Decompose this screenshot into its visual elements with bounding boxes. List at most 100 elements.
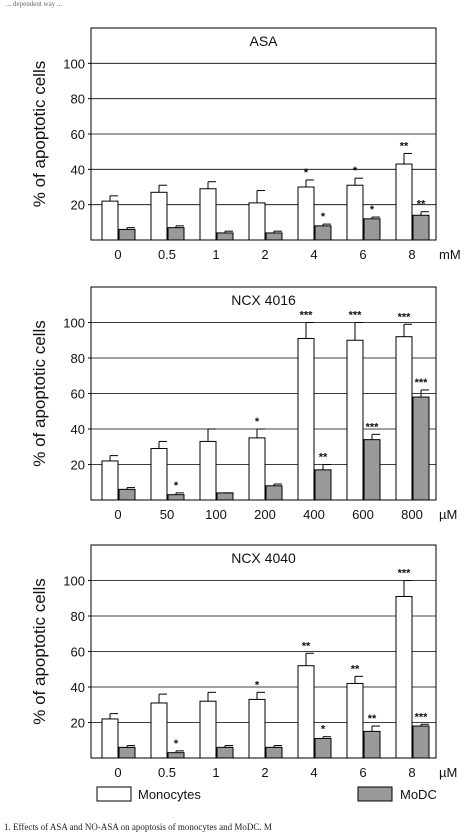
- monocytes-bar: [150, 448, 168, 501]
- modc-bar: [216, 746, 234, 759]
- significance-mark: *: [255, 416, 260, 428]
- x-tick-label: 400: [303, 507, 325, 522]
- significance-mark: *: [304, 167, 309, 179]
- y-axis-label: % of apoptotic cells: [30, 578, 49, 724]
- significance-mark: **: [319, 452, 328, 464]
- significance-mark: **: [417, 199, 426, 211]
- modc-bar: [265, 232, 283, 241]
- modc-bar: [167, 494, 185, 501]
- modc-bar: [314, 737, 332, 759]
- chart-title: ASA: [249, 33, 278, 49]
- y-tick-label: 20: [71, 198, 85, 213]
- modc-bar: [265, 746, 283, 759]
- y-axis-label: % of apoptotic cells: [30, 61, 49, 207]
- modc-bar: [118, 228, 136, 241]
- y-tick-label: 80: [71, 351, 85, 366]
- significance-mark: ***: [398, 311, 412, 323]
- x-tick-label: 1: [212, 247, 219, 262]
- monocytes-bar: [248, 202, 266, 241]
- modc-bar: [412, 396, 430, 501]
- monocytes-bar: [150, 702, 168, 759]
- monocytes-bar: [101, 718, 119, 759]
- monocytes-bar: [297, 337, 315, 501]
- modc-bar: [363, 730, 381, 759]
- modc-bar: [314, 225, 332, 241]
- x-tick-label: 4: [310, 765, 317, 780]
- x-tick-label: 0: [114, 247, 121, 262]
- significance-mark: ***: [415, 711, 429, 723]
- monocytes-bar: [297, 186, 315, 241]
- monocytes-bar: [101, 460, 119, 501]
- y-tick-label: 40: [71, 680, 85, 695]
- significance-mark: **: [351, 663, 360, 675]
- modc-bar: [216, 492, 234, 501]
- x-tick-label: 6: [359, 247, 366, 262]
- significance-mark: ***: [415, 377, 429, 389]
- significance-mark: *: [370, 204, 375, 216]
- legend-modc-label: MoDC: [400, 787, 437, 802]
- modc-bar: [167, 752, 185, 759]
- significance-mark: **: [368, 713, 377, 725]
- legend-monocytes-label: Monocytes: [138, 787, 201, 802]
- y-tick-label: 20: [71, 716, 85, 731]
- x-tick-label: 0.5: [158, 247, 176, 262]
- x-unit-label: µM: [439, 507, 457, 522]
- x-tick-label: 50: [160, 507, 174, 522]
- chart-title: NCX 4016: [231, 292, 296, 308]
- monocytes-bar: [346, 682, 364, 759]
- modc-bar: [412, 725, 430, 759]
- significance-mark: ***: [300, 310, 314, 322]
- significance-mark: ***: [366, 421, 380, 433]
- monocytes-bar: [150, 191, 168, 241]
- monocytes-bar: [101, 200, 119, 241]
- monocytes-bar: [248, 698, 266, 759]
- monocytes-bar: [395, 163, 413, 241]
- x-tick-label: 800: [401, 507, 423, 522]
- modc-bar: [118, 746, 136, 759]
- monocytes-bar: [395, 336, 413, 501]
- x-tick-label: 6: [359, 765, 366, 780]
- monocytes-bar: [346, 184, 364, 241]
- x-unit-label: mM: [439, 247, 461, 262]
- modc-bar: [412, 214, 430, 241]
- y-tick-label: 80: [71, 92, 85, 107]
- monocytes-bar: [297, 665, 315, 759]
- x-tick-label: 2: [261, 765, 268, 780]
- y-tick-label: 60: [71, 387, 85, 402]
- significance-mark: *: [174, 480, 179, 492]
- significance-mark: ***: [349, 310, 363, 322]
- monocytes-bar: [199, 700, 217, 759]
- monocytes-bar: [395, 595, 413, 759]
- modc-bar: [363, 218, 381, 241]
- x-tick-label: 200: [254, 507, 276, 522]
- y-tick-label: 100: [63, 56, 85, 71]
- y-tick-label: 20: [71, 458, 85, 473]
- y-tick-label: 100: [63, 316, 85, 331]
- x-tick-label: 2: [261, 247, 268, 262]
- legend-monocytes-swatch: [96, 786, 132, 802]
- x-tick-label: 1: [212, 765, 219, 780]
- modc-bar: [363, 439, 381, 501]
- y-axis-label: % of apoptotic cells: [30, 320, 49, 466]
- significance-mark: **: [400, 140, 409, 152]
- y-tick-label: 100: [63, 574, 85, 589]
- x-tick-label: 0: [114, 765, 121, 780]
- significance-mark: **: [302, 640, 311, 652]
- x-unit-label: µM: [439, 765, 457, 780]
- top-caption: ... dependent way ...: [6, 0, 63, 8]
- significance-mark: ***: [398, 568, 412, 580]
- legend-modc-swatch: [357, 786, 393, 802]
- modc-bar: [265, 485, 283, 501]
- y-tick-label: 60: [71, 645, 85, 660]
- significance-mark: *: [255, 679, 260, 691]
- monocytes-bar: [248, 437, 266, 501]
- significance-mark: *: [353, 165, 358, 177]
- y-tick-label: 80: [71, 609, 85, 624]
- chart-title: NCX 4040: [231, 550, 296, 566]
- y-tick-label: 60: [71, 127, 85, 142]
- x-tick-label: 600: [352, 507, 374, 522]
- significance-mark: *: [321, 211, 326, 223]
- modc-bar: [216, 232, 234, 241]
